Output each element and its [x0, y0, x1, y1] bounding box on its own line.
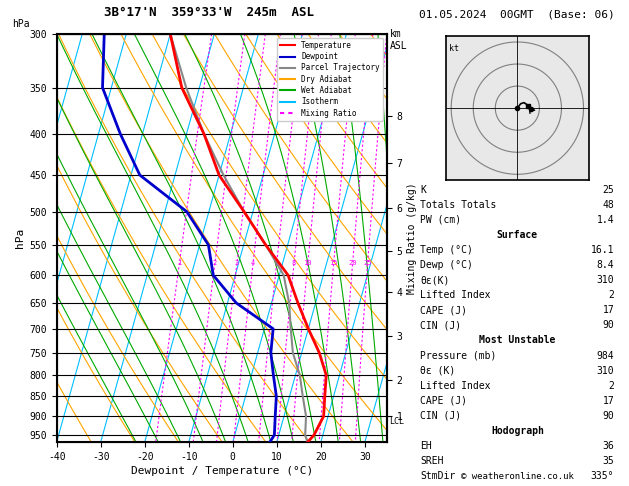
Legend: Temperature, Dewpoint, Parcel Trajectory, Dry Adiabat, Wet Adiabat, Isotherm, Mi: Temperature, Dewpoint, Parcel Trajectory…: [277, 38, 383, 121]
Text: © weatheronline.co.uk: © weatheronline.co.uk: [461, 472, 574, 481]
Text: 01.05.2024  00GMT  (Base: 06): 01.05.2024 00GMT (Base: 06): [420, 9, 615, 19]
Text: Totals Totals: Totals Totals: [420, 200, 497, 210]
Text: 310: 310: [597, 275, 615, 285]
Text: Temp (°C): Temp (°C): [420, 245, 473, 255]
Text: 2: 2: [608, 290, 615, 300]
Text: 35: 35: [603, 456, 615, 466]
Text: θε(K): θε(K): [420, 275, 450, 285]
Text: 8.4: 8.4: [597, 260, 615, 270]
Text: hPa: hPa: [13, 19, 30, 29]
Text: CAPE (J): CAPE (J): [420, 305, 467, 315]
Text: Lifted Index: Lifted Index: [420, 381, 491, 391]
Text: Mixing Ratio (g/kg): Mixing Ratio (g/kg): [407, 182, 417, 294]
Text: 2: 2: [608, 381, 615, 391]
Text: 8: 8: [292, 260, 296, 266]
Text: PW (cm): PW (cm): [420, 215, 462, 225]
Text: 17: 17: [603, 305, 615, 315]
Text: 17: 17: [603, 396, 615, 406]
Text: Pressure (mb): Pressure (mb): [420, 350, 497, 361]
Text: 310: 310: [597, 365, 615, 376]
Text: 4: 4: [251, 260, 255, 266]
Text: 20: 20: [348, 260, 357, 266]
Text: 2: 2: [213, 260, 217, 266]
Text: 1.4: 1.4: [597, 215, 615, 225]
Text: LCL: LCL: [389, 417, 404, 426]
Text: 335°: 335°: [591, 471, 615, 481]
Text: Most Unstable: Most Unstable: [479, 335, 555, 346]
Text: 984: 984: [597, 350, 615, 361]
X-axis label: Dewpoint / Temperature (°C): Dewpoint / Temperature (°C): [131, 466, 313, 476]
Y-axis label: hPa: hPa: [15, 228, 25, 248]
Text: SREH: SREH: [420, 456, 444, 466]
Text: kt: kt: [449, 44, 459, 53]
Text: StmDir: StmDir: [420, 471, 455, 481]
Text: km
ASL: km ASL: [390, 29, 408, 51]
Text: 90: 90: [603, 411, 615, 421]
Text: 25: 25: [364, 260, 372, 266]
Text: EH: EH: [420, 441, 432, 451]
Text: CIN (J): CIN (J): [420, 411, 462, 421]
Text: 48: 48: [603, 200, 615, 210]
Text: Dewp (°C): Dewp (°C): [420, 260, 473, 270]
Text: 6: 6: [274, 260, 279, 266]
Text: Lifted Index: Lifted Index: [420, 290, 491, 300]
Text: 3B°17'N  359°33'W  245m  ASL: 3B°17'N 359°33'W 245m ASL: [104, 6, 314, 19]
Text: 90: 90: [603, 320, 615, 330]
Text: 3: 3: [235, 260, 239, 266]
Text: K: K: [420, 185, 426, 195]
Text: 10: 10: [304, 260, 312, 266]
Text: 15: 15: [330, 260, 338, 266]
Text: 36: 36: [603, 441, 615, 451]
Text: 1: 1: [177, 260, 182, 266]
Text: θε (K): θε (K): [420, 365, 455, 376]
Text: 16.1: 16.1: [591, 245, 615, 255]
Text: CAPE (J): CAPE (J): [420, 396, 467, 406]
Text: Surface: Surface: [497, 230, 538, 240]
Text: 25: 25: [603, 185, 615, 195]
Text: Hodograph: Hodograph: [491, 426, 544, 436]
Text: CIN (J): CIN (J): [420, 320, 462, 330]
